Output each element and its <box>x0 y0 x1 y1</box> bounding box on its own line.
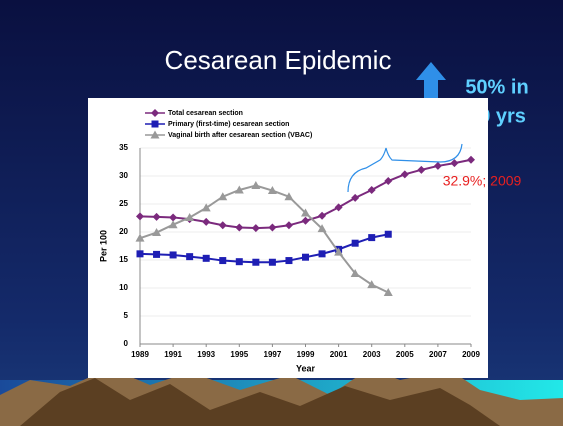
marker <box>153 251 160 258</box>
slide-title: Cesarean Epidemic <box>165 45 392 75</box>
y-tick-label: 15 <box>119 255 128 264</box>
x-axis-label: Year <box>296 363 316 373</box>
legend-entry: Primary (first-time) cesarean section <box>168 121 289 128</box>
x-tick-label: 1991 <box>164 350 182 359</box>
legend-marker <box>152 121 159 128</box>
slide: Cesarean Epidemic 50% in 10 yrs 05101520… <box>0 0 563 426</box>
annotation: 32.9%; 2009 <box>443 173 522 189</box>
x-tick-label: 1993 <box>197 350 215 359</box>
x-tick-label: 1999 <box>297 350 315 359</box>
y-tick-label: 35 <box>119 143 128 152</box>
marker <box>252 259 259 266</box>
marker <box>219 257 226 264</box>
marker <box>319 250 326 257</box>
legend-entry: Vaginal birth after cesarean section (VB… <box>168 132 312 139</box>
chart-area <box>88 98 488 378</box>
x-tick-label: 1995 <box>230 350 248 359</box>
x-tick-label: 2005 <box>396 350 414 359</box>
marker <box>170 251 177 258</box>
x-tick-label: 1989 <box>131 350 149 359</box>
y-axis-label: Per 100 <box>98 230 108 262</box>
y-tick-label: 0 <box>124 339 129 348</box>
legend-entry: Total cesarean section <box>168 110 243 117</box>
marker <box>269 259 276 266</box>
marker <box>352 240 359 247</box>
x-tick-label: 2003 <box>363 350 381 359</box>
y-tick-label: 10 <box>119 283 128 292</box>
marker <box>285 257 292 264</box>
marker <box>137 250 144 257</box>
x-tick-label: 2009 <box>462 350 480 359</box>
marker <box>203 255 210 262</box>
y-tick-label: 30 <box>119 171 128 180</box>
marker <box>186 253 193 260</box>
marker <box>385 231 392 238</box>
marker <box>236 258 243 265</box>
x-tick-label: 2007 <box>429 350 447 359</box>
x-tick-label: 2001 <box>330 350 348 359</box>
marker <box>302 254 309 261</box>
y-tick-label: 25 <box>119 199 128 208</box>
x-tick-label: 1997 <box>264 350 282 359</box>
y-tick-label: 20 <box>119 227 128 236</box>
y-tick-label: 5 <box>124 311 129 320</box>
annotation: 50% in <box>465 76 528 98</box>
marker <box>368 234 375 241</box>
